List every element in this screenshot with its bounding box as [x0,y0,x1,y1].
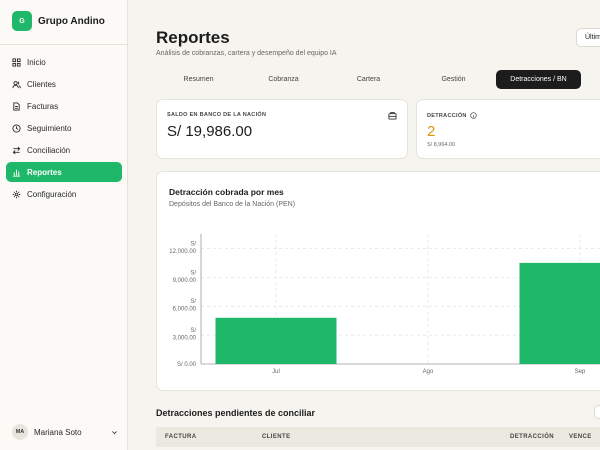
pending-table-header: FACTURA CLIENTE DETRACCIÓN VENCE [156,427,600,447]
column-header-vence[interactable]: VENCE [569,434,592,440]
bar-chart-icon [12,169,21,177]
tab-resumen[interactable]: Resumen [183,76,214,83]
period-select-button[interactable]: Últim [576,28,600,47]
sidebar-item-label: Conciliación [27,145,71,155]
swap-icon [12,146,21,154]
chart-title: Detracción cobrada por mes [169,187,284,197]
tab-cobranza[interactable]: Cobranza [268,76,299,83]
column-header-factura[interactable]: FACTURA [165,434,197,440]
column-header-cliente[interactable]: CLIENTE [262,434,291,440]
kpi-label: DETRACCIÓN [427,112,467,119]
sidebar: G Grupo Andino Inicio Clientes Facturas … [0,0,128,450]
avatar: MA [12,424,28,440]
y-tick-label: S/6,000.00 [173,299,197,313]
pending-action-button[interactable] [594,405,600,419]
page-subtitle: Análisis de cobranzas, cartera y desempe… [156,50,337,57]
bar-sep [519,262,600,364]
column-header-detraccion[interactable]: DETRACCIÓN [510,434,554,440]
user-menu[interactable]: MA Mariana Soto [12,424,118,440]
sidebar-item-clientes[interactable]: Clientes [6,74,122,94]
brand-logo: G [12,11,32,31]
kpi-label-row: DETRACCIÓN [427,112,477,119]
kpi-value: 2 [427,123,436,140]
page-title: Reportes [156,28,230,47]
sidebar-item-label: Inicio [27,57,46,67]
sidebar-divider [0,44,128,45]
report-tabs: Resumen Cobranza Cartera Gestión Detracc… [156,70,586,89]
chevron-down-icon [112,430,117,434]
sidebar-item-label: Seguimiento [27,123,72,133]
file-icon [13,101,20,111]
y-tick-label: S/3,000.00 [173,328,197,342]
y-tick-label: S/9,000.00 [173,270,197,284]
brand-name: Grupo Andino [38,15,105,27]
info-icon[interactable] [470,112,477,119]
kpi-value: S/ 19,986.00 [167,123,253,140]
sidebar-item-inicio[interactable]: Inicio [6,52,122,72]
tab-gestion[interactable]: Gestión [441,76,466,83]
grid-icon [12,57,21,67]
chart-card: Detracción cobrada por mes Depósitos del… [156,171,600,391]
kpi-card-detraccion: DETRACCIÓN 2 S/ 8,964.00 [416,99,600,159]
y-tick-label: S/ 0.00 [177,362,197,368]
sidebar-item-label: Clientes [27,79,56,89]
sidebar-item-label: Reportes [27,167,62,177]
user-name: Mariana Soto [34,427,82,437]
clock-icon [12,123,21,133]
bar-jul [215,317,337,364]
sidebar-item-reportes[interactable]: Reportes [6,162,122,182]
sidebar-item-seguimiento[interactable]: Seguimiento [6,118,122,138]
sidebar-item-conciliacion[interactable]: Conciliación [6,140,122,160]
sidebar-item-label: Facturas [27,101,59,111]
pending-section-title: Detracciones pendientes de conciliar [156,408,316,418]
brand[interactable]: G Grupo Andino [12,11,105,31]
tab-cartera[interactable]: Cartera [356,76,381,83]
x-tick-label: Ago [423,369,434,375]
users-icon [12,80,21,88]
sidebar-item-label: Configuración [27,189,77,199]
sidebar-item-configuracion[interactable]: Configuración [6,184,122,204]
x-tick-label: Sep [575,369,586,375]
sidebar-nav: Inicio Clientes Facturas Seguimiento Con… [6,52,122,206]
y-tick-label: S/12,000.00 [169,241,196,255]
kpi-card-balance: SALDO EN BANCO DE LA NACIÓN S/ 19,986.00 [156,99,408,159]
bar-chart: S/ 0.00 S/3,000.00 S/6,000.00 S/9,000.00 S/1… [169,234,600,375]
tab-detracciones-bn[interactable]: Detracciones / BN [496,70,581,89]
x-tick-label: Jul [272,369,280,375]
kpi-subvalue: S/ 8,964.00 [427,142,456,148]
gear-icon [12,190,21,198]
chart-subtitle: Depósitos del Banco de la Nación (PEN) [169,201,296,208]
kpi-label: SALDO EN BANCO DE LA NACIÓN [167,112,267,118]
sidebar-item-facturas[interactable]: Facturas [6,96,122,116]
wallet-icon [388,112,397,120]
